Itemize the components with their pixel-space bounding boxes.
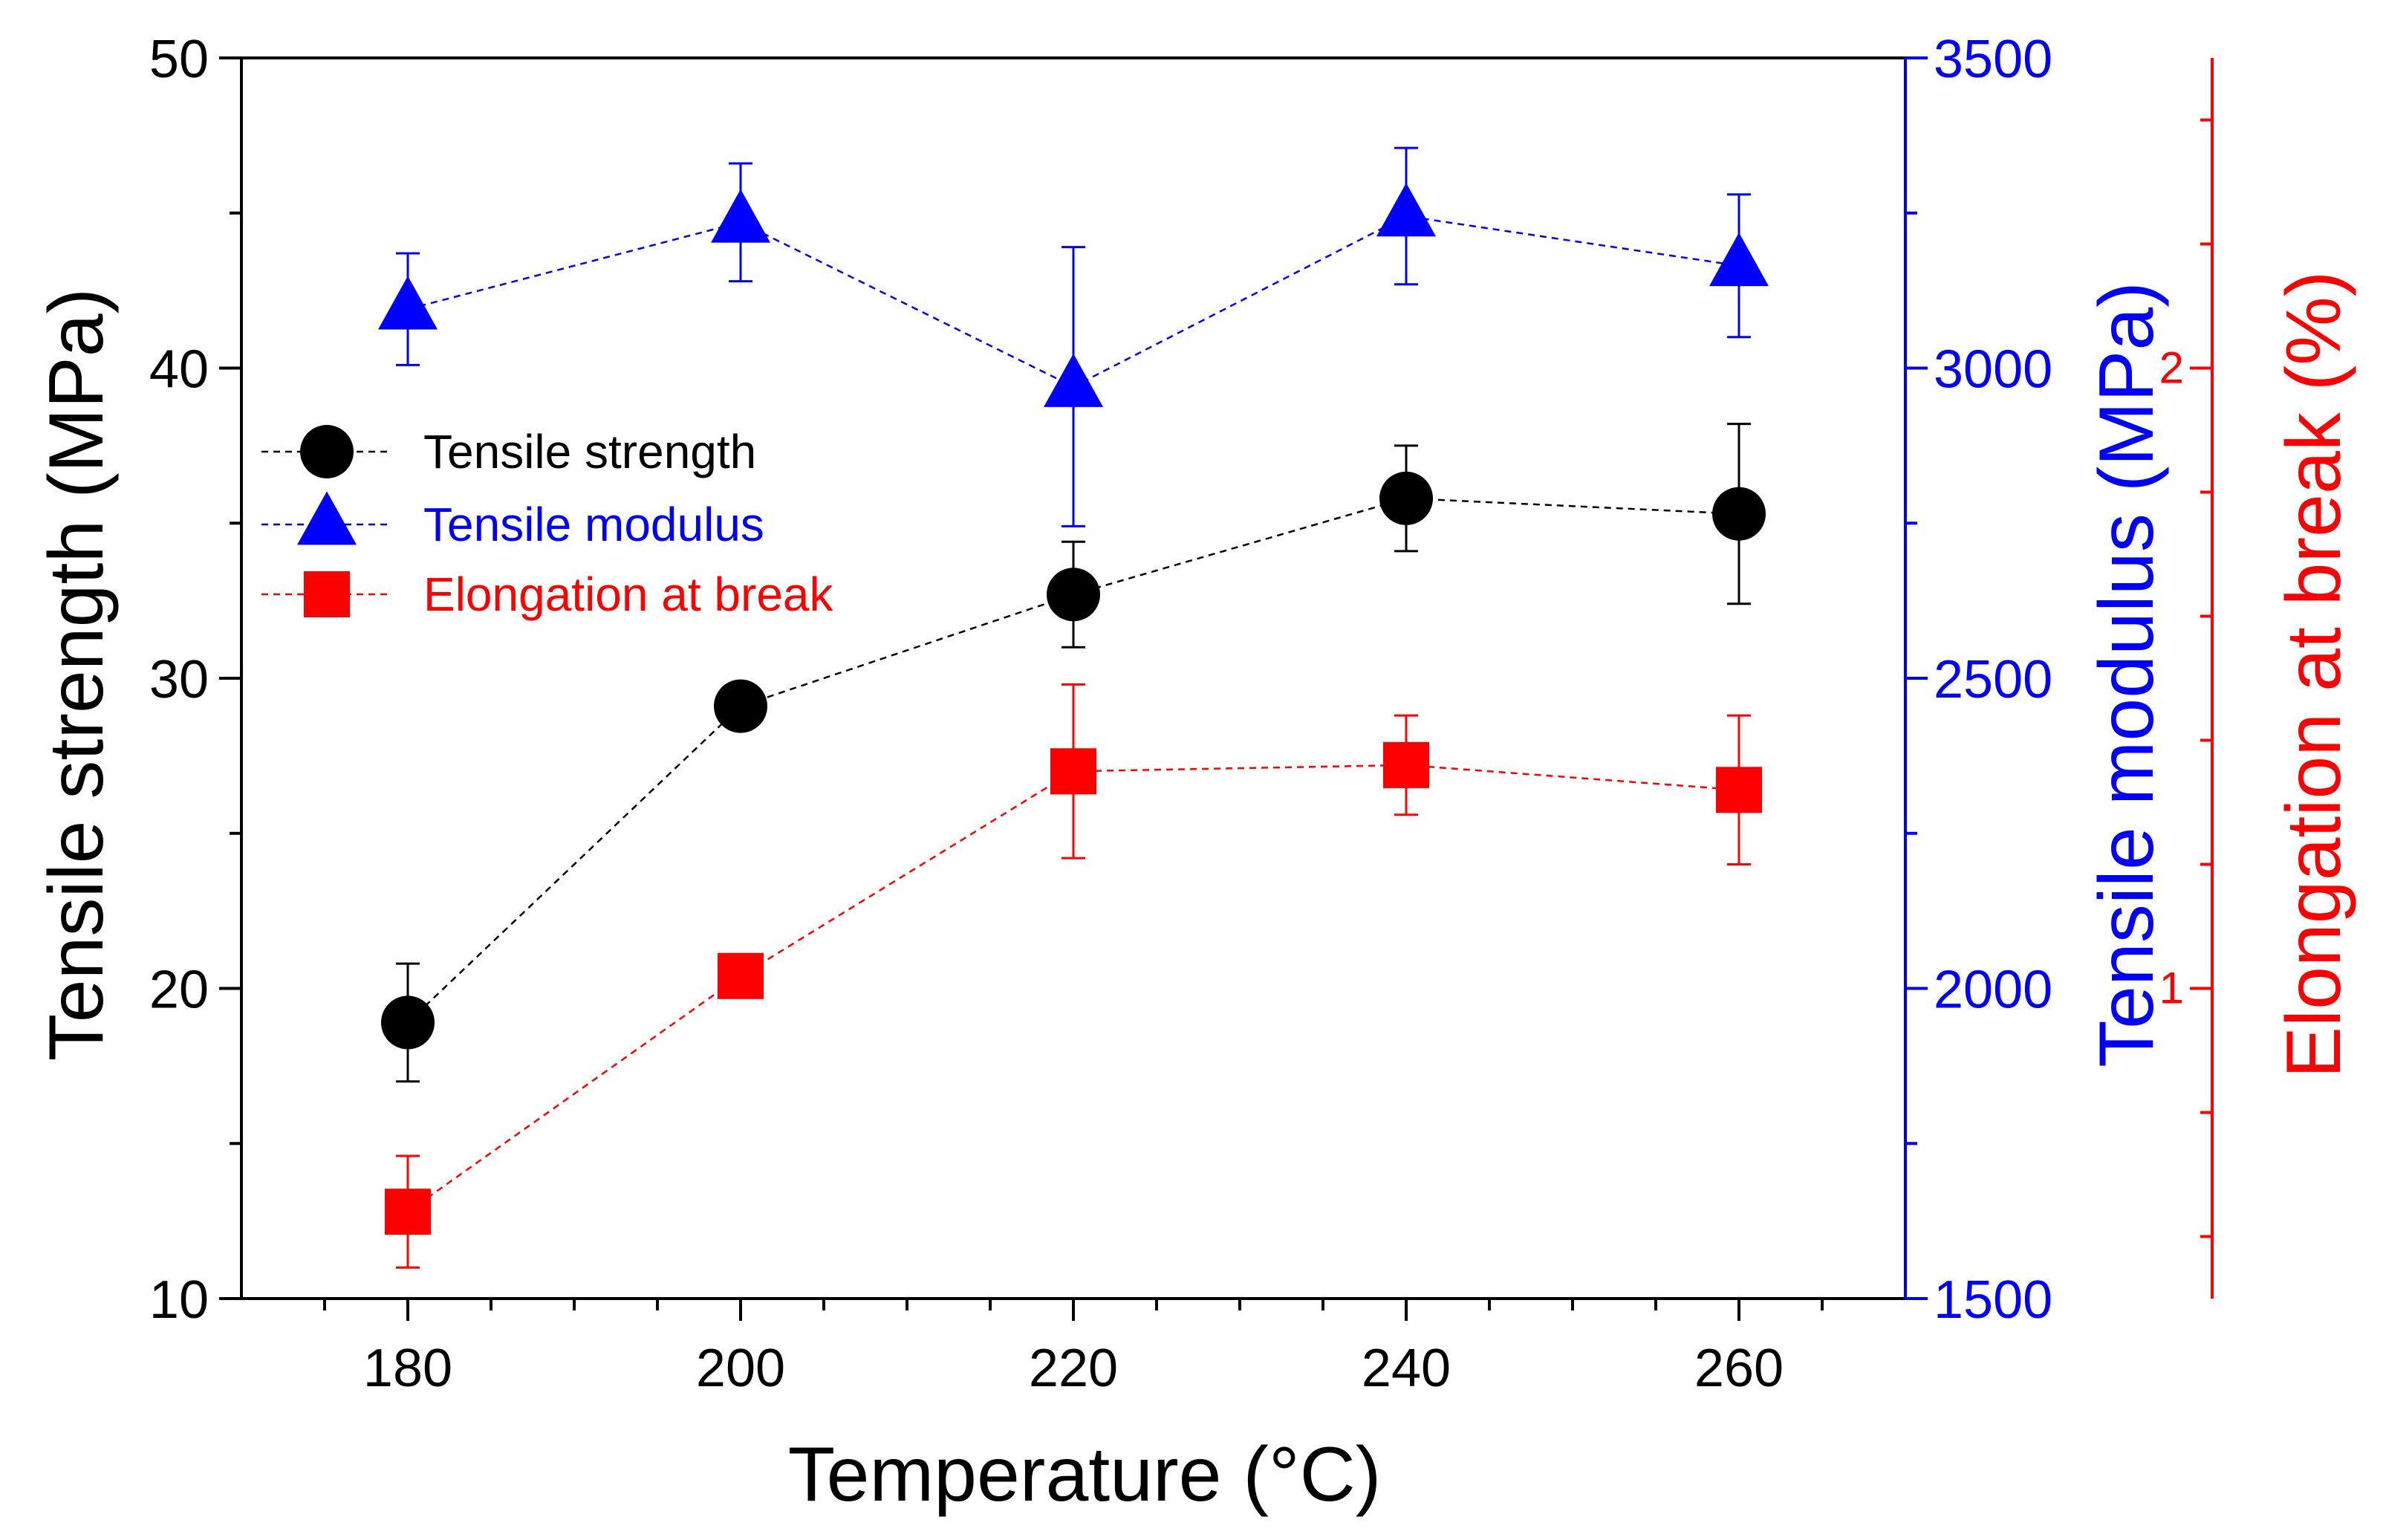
legend-marker — [304, 571, 350, 617]
x-axis-label: Temperature (°C) — [788, 1432, 1382, 1518]
series-layer — [378, 146, 1769, 1269]
left-tick-label: 40 — [149, 340, 209, 400]
x-tick-label: 180 — [363, 1339, 452, 1398]
left-y-axis: 10 20 30 40 50 — [149, 30, 241, 1330]
modulus-point — [1044, 353, 1103, 407]
series-strength — [381, 423, 1766, 1083]
legend: Tensile strength Tensile modulus Elongatio… — [261, 425, 834, 621]
elongation-point — [385, 1189, 431, 1235]
modulus-tick-label: 1500 — [1934, 1270, 2052, 1330]
x-tick-label: 220 — [1029, 1339, 1118, 1398]
left-tick-label: 10 — [149, 1270, 209, 1330]
left-y-axis-label: Tensile strength (MPa) — [33, 288, 120, 1061]
modulus-point — [711, 189, 770, 243]
x-tick-label: 200 — [696, 1339, 785, 1398]
legend-item-elongation: Elongation at break — [261, 568, 834, 621]
modulus-point — [1376, 183, 1436, 237]
legend-label: Tensile strength — [423, 425, 756, 478]
elongation-point — [1716, 767, 1762, 813]
legend-item-modulus: Tensile modulus — [261, 491, 764, 551]
legend-marker — [300, 425, 354, 478]
x-tick-label: 240 — [1362, 1339, 1451, 1398]
left-tick-label: 30 — [149, 650, 209, 709]
series-modulus — [378, 146, 1769, 527]
legend-label: Tensile modulus — [423, 498, 764, 551]
elongation-tick-label: 1 — [2159, 964, 2184, 1013]
elongation-point — [1050, 748, 1096, 795]
modulus-axis-label: Tensile modulus (MPa) — [2084, 282, 2170, 1068]
elongation-tick-label: 2 — [2159, 343, 2184, 393]
modulus-point — [378, 276, 438, 330]
left-tick-label: 50 — [149, 30, 209, 89]
elongation-point — [718, 952, 764, 999]
elongation-point — [1383, 741, 1429, 788]
strength-point — [1047, 568, 1100, 622]
elongation-axis-label: Elongation at break (%) — [2271, 271, 2357, 1079]
x-axis: 180 200 220 240 260 — [323, 1299, 1824, 1398]
strength-point — [1379, 471, 1433, 525]
left-tick-label: 20 — [149, 961, 209, 1020]
modulus-tick-label: 3000 — [1934, 340, 2052, 400]
modulus-tick-label: 2500 — [1934, 650, 2052, 709]
modulus-tick-label: 2000 — [1934, 961, 2052, 1020]
strength-point — [1712, 487, 1766, 541]
right-y-axis-elongation: 12 — [2159, 58, 2214, 1299]
legend-item-strength: Tensile strength — [261, 425, 756, 478]
modulus-point — [1709, 233, 1769, 287]
legend-marker — [297, 491, 357, 545]
x-tick-label: 260 — [1694, 1339, 1784, 1398]
modulus-tick-label: 3500 — [1934, 30, 2052, 89]
strength-point — [381, 995, 435, 1050]
right-y-axis-modulus: 1500 2000 2500 3000 3500 — [1905, 30, 2052, 1330]
legend-label: Elongation at break — [423, 568, 834, 621]
series-elongation — [385, 683, 1762, 1269]
strength-point — [714, 679, 767, 733]
